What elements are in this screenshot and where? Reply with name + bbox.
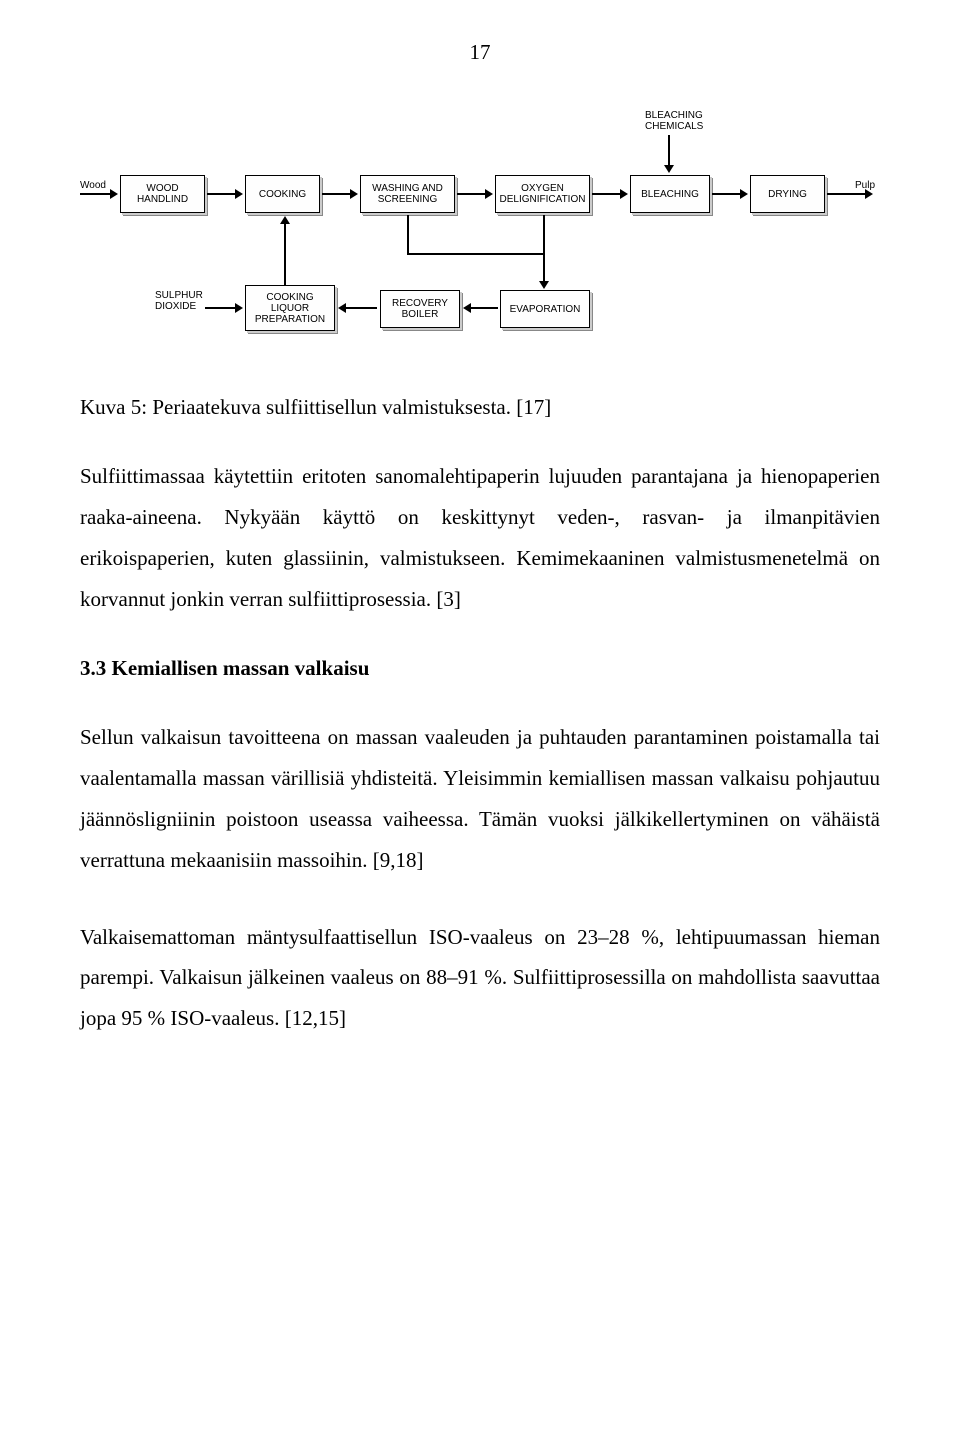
iso-range-1: 23–28 % <box>577 925 659 949</box>
box-recovery: RECOVERYBOILER <box>380 290 460 328</box>
box-cooking-liquor: COOKINGLIQUORPREPARATION <box>245 285 335 331</box>
figure-caption: Kuva 5: Periaatekuva sulfiittisellun val… <box>80 395 880 420</box>
page-number: 17 <box>80 40 880 65</box>
section-heading: 3.3 Kemiallisen massan valkaisu <box>80 656 880 681</box>
label-wood: Wood <box>80 180 106 191</box>
paragraph-2: Sellun valkaisun tavoitteena on massan v… <box>80 717 880 881</box>
box-wood-handling: WOODHANDLIND <box>120 175 205 213</box>
process-flow-diagram: WOODHANDLIND COOKING WASHING ANDSCREENIN… <box>80 95 880 355</box>
paragraph-3: Valkaisemattoman mäntysulfaattisellun IS… <box>80 917 880 1040</box>
iso-range-2: 88–91 % <box>426 965 502 989</box>
paragraph-1: Sulfiittimassaa käytettiin eritoten sano… <box>80 456 880 620</box>
label-bleaching-chemicals: BLEACHINGCHEMICALS <box>645 110 703 132</box>
box-bleaching: BLEACHING <box>630 175 710 213</box>
para3-text: Valkaisemattoman mäntysulfaattisellun IS… <box>80 925 577 949</box>
label-sulphur-dioxide: SULPHURDIOXIDE <box>155 290 203 312</box>
box-evaporation: EVAPORATION <box>500 290 590 328</box>
box-oxygen: OXYGENDELIGNIFICATION <box>495 175 590 213</box>
box-drying: DRYING <box>750 175 825 213</box>
box-washing: WASHING ANDSCREENING <box>360 175 455 213</box>
box-cooking: COOKING <box>245 175 320 213</box>
